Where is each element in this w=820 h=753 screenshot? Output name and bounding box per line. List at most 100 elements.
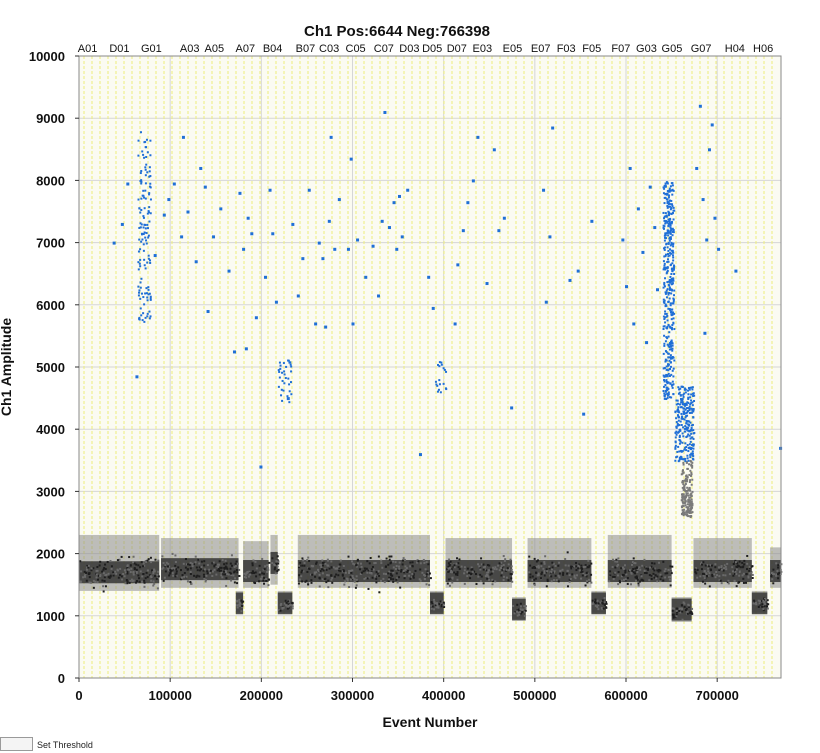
positive-droplet-cluster-0 xyxy=(671,230,674,233)
negative-droplet xyxy=(578,565,581,568)
negative-droplet xyxy=(624,578,627,581)
negative-droplet xyxy=(442,604,445,607)
positive-droplet-cluster-0 xyxy=(665,181,668,184)
positive-droplet-cluster-0 xyxy=(673,328,676,331)
negative-droplet xyxy=(510,570,513,573)
negative-droplet xyxy=(493,567,496,570)
positive-droplet-cluster-0 xyxy=(666,319,669,322)
negative-droplet xyxy=(597,603,600,606)
positive-droplet-cluster-1 xyxy=(692,444,695,447)
negative-droplet xyxy=(770,572,773,575)
negative-droplet xyxy=(775,562,778,565)
negative-droplet xyxy=(700,561,703,564)
x-axis-title: Event Number xyxy=(383,714,478,730)
y-tick-label-0: 0 xyxy=(58,671,65,686)
positive-droplet-cluster-0 xyxy=(669,326,672,329)
negative-droplet xyxy=(664,572,667,575)
negative-droplet xyxy=(570,565,573,568)
negative-droplet xyxy=(279,604,282,607)
negative-droplet xyxy=(318,585,321,588)
negative-droplet xyxy=(575,561,578,564)
positive-droplet-cluster-1 xyxy=(681,416,684,419)
negative-droplet xyxy=(763,601,766,604)
positive-droplet-cluster-0 xyxy=(664,184,667,187)
positive-droplet-cluster-4 xyxy=(142,312,145,315)
positive-droplet-cluster-3 xyxy=(286,395,289,398)
negative-droplet xyxy=(266,570,269,573)
negative-droplet xyxy=(83,574,86,577)
negative-droplet xyxy=(190,582,193,585)
positive-droplet-cluster-0 xyxy=(671,267,674,270)
negative-droplet xyxy=(387,579,390,582)
negative-droplet xyxy=(694,568,697,571)
negative-droplet xyxy=(741,574,744,577)
negative-droplet xyxy=(391,569,394,572)
positive-droplet-cluster-0 xyxy=(671,243,674,246)
negative-droplet xyxy=(709,564,712,567)
positive-droplet-cluster-1 xyxy=(691,450,694,453)
negative-droplet xyxy=(630,571,633,574)
negative-droplet xyxy=(707,567,710,570)
positive-droplet-cluster-1 xyxy=(675,456,678,459)
negative-droplet xyxy=(449,560,452,563)
negative-droplet xyxy=(577,567,580,570)
negative-droplet xyxy=(251,570,254,573)
negative-droplet xyxy=(521,609,524,612)
negative-droplet xyxy=(315,571,318,574)
positive-droplet-cluster-4 xyxy=(143,231,146,234)
positive-droplet-cluster-0 xyxy=(664,253,667,256)
positive-droplet-cluster-4 xyxy=(148,175,151,178)
positive-droplet-58 xyxy=(418,453,422,457)
negative-droplet xyxy=(564,557,567,560)
negative-droplet xyxy=(681,618,684,621)
negative-droplet xyxy=(335,573,338,576)
negative-droplet xyxy=(298,578,301,581)
negative-droplet xyxy=(334,567,337,570)
positive-droplet-cluster-1 xyxy=(679,440,682,443)
negative-droplet xyxy=(503,559,506,562)
positive-droplet-cluster-1 xyxy=(676,422,679,425)
negative-droplet xyxy=(392,560,395,563)
negative-droplet xyxy=(552,562,555,565)
negative-droplet xyxy=(167,567,170,570)
negative-droplet xyxy=(614,560,617,563)
positive-droplet-cluster-4 xyxy=(145,292,148,295)
positive-droplet-cluster-3 xyxy=(280,394,283,397)
intermediate-droplet-0 xyxy=(682,461,685,464)
negative-droplet xyxy=(234,562,237,565)
negative-droplet xyxy=(453,571,456,574)
negative-droplet xyxy=(643,558,646,561)
positive-droplet-cluster-1 xyxy=(677,408,680,411)
negative-droplet xyxy=(635,575,638,578)
negative-droplet xyxy=(659,569,662,572)
negative-droplet xyxy=(635,567,638,570)
negative-droplet xyxy=(558,572,561,575)
intermediate-droplet-0 xyxy=(689,459,692,462)
y-tick-label-1: 1000 xyxy=(36,609,65,624)
positive-droplet-cluster-0 xyxy=(667,292,670,295)
positive-droplet-cluster-1 xyxy=(682,393,685,396)
positive-droplet-cluster-0 xyxy=(671,205,674,208)
negative-droplet xyxy=(433,598,436,601)
negative-droplet xyxy=(596,599,599,602)
negative-droplet xyxy=(497,564,500,567)
positive-droplet-cluster-0 xyxy=(672,298,675,301)
negative-droplet xyxy=(173,567,176,570)
positive-droplet-cluster-2 xyxy=(435,383,438,386)
negative-droplet xyxy=(174,564,177,567)
negative-droplet xyxy=(189,572,192,575)
negative-droplet xyxy=(152,572,155,575)
positive-droplet-cluster-0 xyxy=(669,226,672,229)
positive-droplet-cluster-0 xyxy=(665,381,668,384)
threshold-input[interactable] xyxy=(0,737,33,751)
negative-droplet xyxy=(425,561,428,564)
negative-droplet xyxy=(355,564,358,567)
positive-droplet-cluster-0 xyxy=(672,206,675,209)
negative-droplet xyxy=(126,572,129,575)
negative-droplet xyxy=(343,577,346,580)
negative-droplet xyxy=(580,577,583,580)
negative-droplet xyxy=(364,569,367,572)
negative-droplet xyxy=(711,573,714,576)
intermediate-droplet-0 xyxy=(689,510,692,513)
negative-droplet xyxy=(220,574,223,577)
